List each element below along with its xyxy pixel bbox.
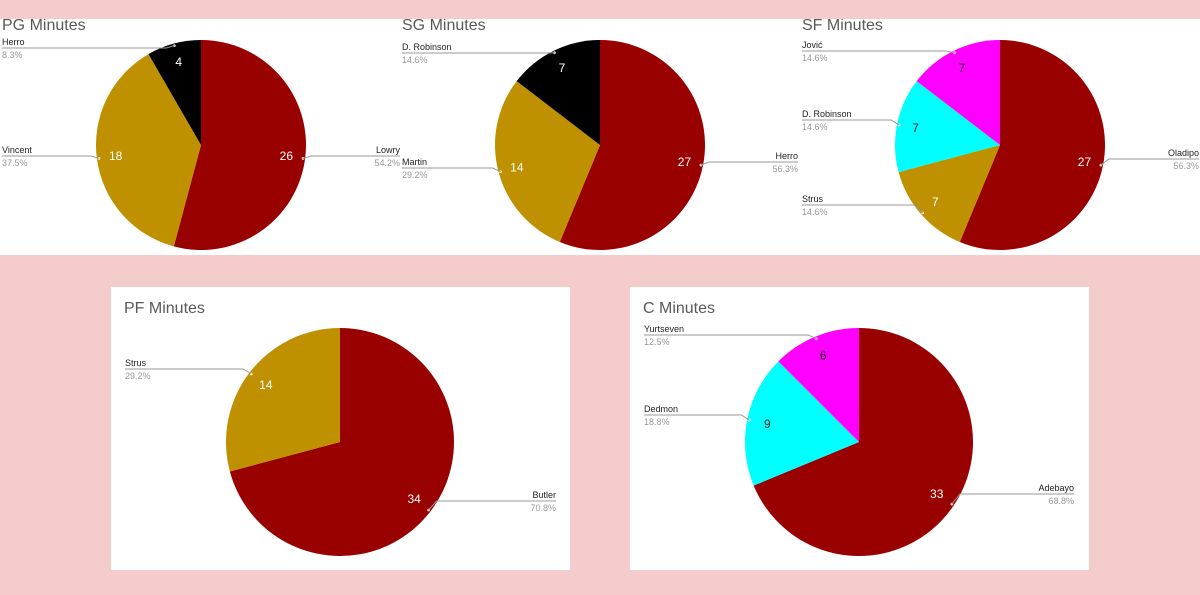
pie-slice-adebayo[interactable]: [753, 328, 973, 556]
leader-dot: [953, 51, 956, 55]
slice-value-label: 7: [959, 61, 966, 75]
pie-slice-dedmon[interactable]: [745, 361, 859, 486]
slice-percent-label: 12.5%: [644, 337, 670, 347]
sf-minutes-pie-chart: 27 Oladipo 56.3% 7 Strus 14.6% 7 D. Robinson 14.…: [802, 40, 1199, 250]
sg-minutes-pie-chart: 27 Herro 56.3% 14 Martin 29.2% 7 D. Robinson 14.…: [402, 40, 798, 250]
chart-title: SG Minutes: [402, 19, 486, 34]
slice-percent-label: 70.8%: [530, 503, 556, 513]
pie-slice-oladipo[interactable]: [959, 40, 1105, 250]
sf-minutes-panel: SF Minutes 27 Oladipo 56.3% 7 Strus 14.6% 7 D. …: [800, 19, 1200, 255]
slice-percent-label: 8.3%: [2, 50, 23, 60]
slice-name-label: Lowry: [376, 145, 400, 155]
leader-dot: [553, 51, 556, 55]
leader-line: [700, 161, 798, 166]
slice-name-label: Jović: [802, 40, 823, 50]
leader-line: [644, 414, 750, 421]
pie-slice-vincent[interactable]: [95, 54, 201, 247]
slice-value-label: 14: [510, 160, 524, 174]
slice-percent-label: 14.6%: [802, 207, 828, 217]
slice-value-label: 27: [1078, 155, 1092, 169]
leader-line: [402, 167, 501, 173]
slice-name-label: Vincent: [2, 145, 32, 155]
leader-line: [1100, 158, 1199, 166]
slice-name-label: Yurtseven: [644, 324, 684, 334]
leader-line: [2, 45, 175, 49]
slice-percent-label: 18.8%: [644, 417, 670, 427]
slice-percent-label: 29.2%: [402, 170, 428, 180]
pg-minutes-panel: PG Minutes 26 Lowry 54.2% 18 Vincent 37.5% 4 He…: [0, 19, 400, 255]
slice-name-label: Dedmon: [644, 404, 678, 414]
slice-name-label: Martin: [402, 157, 427, 167]
slice-percent-label: 14.6%: [402, 55, 428, 65]
slice-name-label: Butler: [532, 490, 556, 500]
leader-line: [951, 493, 1074, 505]
pf-minutes-pie-chart: 34 Butler 70.8% 14 Strus 29.2%: [125, 328, 556, 556]
pg-minutes-pie-chart: 26 Lowry 54.2% 18 Vincent 37.5% 4 Herro 8.3%: [2, 37, 400, 250]
slice-value-label: 18: [109, 149, 123, 163]
slice-name-label: D. Robinson: [802, 109, 852, 119]
pie-slice-strus[interactable]: [898, 145, 1000, 243]
chart-title: C Minutes: [643, 300, 716, 317]
pie-slice-lowry[interactable]: [173, 40, 307, 250]
sg-minutes-panel: SG Minutes 27 Herro 56.3% 14 Martin 29.2% 7 D. …: [400, 19, 800, 255]
slice-percent-label: 56.3%: [772, 164, 798, 174]
slice-value-label: 34: [407, 492, 421, 506]
chart-title: SF Minutes: [802, 19, 883, 34]
c-minutes-panel: C Minutes 33 Adebayo 68.8% 9 Dedmon 18.8% 6 Yur…: [630, 287, 1089, 570]
leader-line: [802, 50, 955, 54]
pf-minutes-panel: PF Minutes 34 Butler 70.8% 14 Strus 29.2%: [111, 287, 570, 570]
pie-slice-jovi-[interactable]: [916, 40, 1000, 145]
slice-value-label: 27: [678, 155, 692, 169]
leader-line: [2, 155, 100, 159]
slice-value-label: 14: [259, 378, 273, 392]
slice-name-label: Strus: [802, 194, 824, 204]
slice-name-label: Herro: [775, 151, 798, 161]
pie-slice-d-robinson[interactable]: [895, 81, 1000, 173]
slice-value-label: 7: [932, 195, 939, 209]
leader-line: [802, 204, 923, 214]
slice-name-label: Oladipo: [1168, 148, 1199, 158]
leader-line: [302, 155, 400, 159]
leader-line: [125, 368, 252, 375]
slice-value-label: 9: [764, 417, 771, 431]
leader-line: [428, 500, 556, 511]
leader-line: [802, 119, 900, 126]
slice-value-label: 7: [559, 61, 566, 75]
slice-name-label: Herro: [2, 37, 25, 47]
pie-slice-strus[interactable]: [226, 328, 340, 472]
pie-slice-martin[interactable]: [495, 81, 600, 243]
slice-name-label: Strus: [125, 358, 147, 368]
slice-percent-label: 37.5%: [2, 158, 28, 168]
slice-percent-label: 56.3%: [1173, 161, 1199, 171]
pie-slice-d-robinson[interactable]: [516, 40, 600, 145]
slice-value-label: 4: [175, 55, 182, 69]
slice-percent-label: 68.8%: [1048, 496, 1074, 506]
c-minutes-pie-chart: 33 Adebayo 68.8% 9 Dedmon 18.8% 6 Yurtseven 12.5…: [644, 324, 1074, 556]
slice-value-label: 7: [912, 121, 919, 135]
chart-title: PG Minutes: [2, 19, 86, 34]
pie-slice-butler[interactable]: [229, 328, 455, 556]
slice-percent-label: 14.6%: [802, 53, 828, 63]
leader-line: [644, 334, 817, 340]
slice-value-label: 33: [930, 487, 944, 501]
slice-value-label: 26: [280, 149, 294, 163]
slice-value-label: 6: [820, 349, 827, 363]
slice-percent-label: 29.2%: [125, 371, 151, 381]
slice-name-label: Adebayo: [1038, 483, 1074, 493]
slice-percent-label: 54.2%: [374, 158, 400, 168]
pie-slice-herro[interactable]: [559, 40, 705, 250]
slice-percent-label: 14.6%: [802, 122, 828, 132]
pie-slice-yurtseven[interactable]: [778, 328, 859, 442]
pie-slice-herro[interactable]: [148, 40, 202, 145]
chart-title: PF Minutes: [124, 300, 205, 317]
slice-name-label: D. Robinson: [402, 42, 452, 52]
